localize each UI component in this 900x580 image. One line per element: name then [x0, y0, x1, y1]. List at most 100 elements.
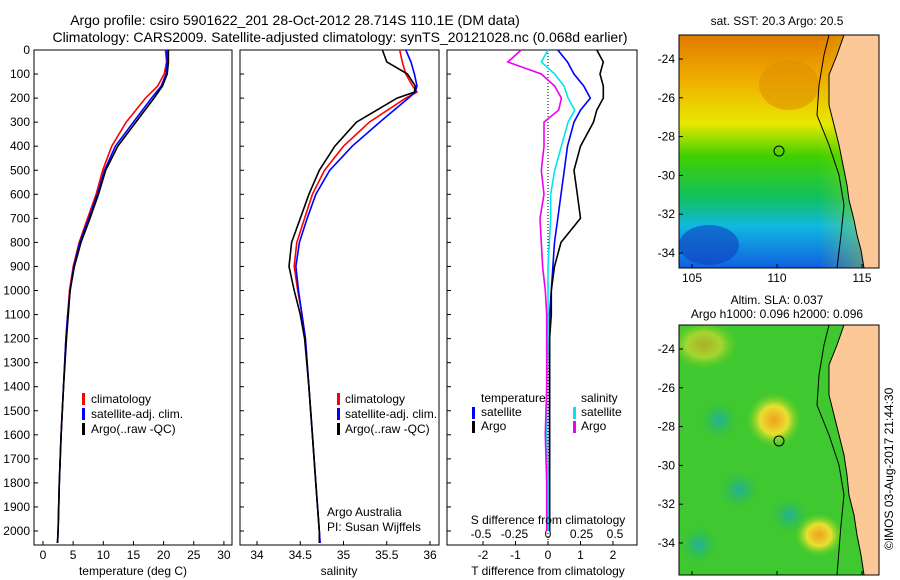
land: [829, 35, 879, 268]
svg-text:satellite-adj. clim.: satellite-adj. clim.: [345, 407, 437, 421]
depth-axis: 0 100 200 300 400 500 600 700 800 900 1000 1100 1200…: [3, 43, 451, 538]
series-line-t-argo: [548, 49, 605, 531]
map-y-tick-label: -32: [658, 207, 676, 221]
x-tick-label: 15: [127, 548, 141, 562]
series-line-argo: [56, 50, 170, 544]
sst-map: sat. SST: 20.3 Argo: 20.5: [679, 14, 879, 268]
depth-tick-label: 1300: [3, 356, 30, 370]
depth-tick-label: 1800: [3, 476, 30, 490]
map-y-tick-label: -24: [658, 342, 676, 356]
map-y-tick-label: -34: [658, 246, 676, 260]
x-tick-label: 35.5: [375, 548, 399, 562]
svg-text:temperature: temperature: [481, 391, 546, 405]
sst-map-title: sat. SST: 20.3 Argo: 20.5: [711, 14, 844, 28]
difference-axes: [446, 49, 638, 546]
svg-text:satellite: satellite: [481, 405, 522, 419]
x-tick-label: 34: [250, 548, 264, 562]
map-y-tick-label: -34: [658, 536, 676, 550]
legend-climatology: climatology: [91, 392, 151, 406]
map-y-tick-label: -24: [658, 52, 676, 66]
svg-text:satellite: satellite: [581, 405, 622, 419]
map-x-tick-label: 105: [682, 271, 702, 285]
legend-swatch-satellite: [82, 408, 85, 420]
series-line-t-satellite: [548, 49, 592, 531]
map-y-tick-label: -30: [658, 458, 676, 472]
series-line-climatology: [56, 49, 168, 544]
difference-plot: -2 -1 0 1 2 -0.5 -0.25 0 0.25 0.5: [471, 49, 624, 562]
svg-text:climatology: climatology: [345, 392, 405, 406]
sst-map-frame: [678, 34, 880, 269]
series-line-argo: [288, 49, 417, 543]
map-y-tick-label: -26: [658, 91, 676, 105]
salinity-axes: [239, 49, 440, 546]
s-tick-label: 0.5: [607, 527, 624, 541]
map-x-tick-label: 115: [852, 578, 871, 580]
map-y-tick-label: -32: [658, 497, 676, 511]
argo-location-marker: [773, 145, 785, 157]
credit-line1: Argo Australia: [327, 505, 402, 519]
depth-tick-label: 800: [10, 235, 30, 249]
legend-argo: Argo(..raw -QC): [91, 422, 176, 436]
x-tick-label: 20: [157, 548, 171, 562]
svg-text:Argo(..raw -QC): Argo(..raw -QC): [345, 422, 430, 436]
x-tick-label: 10: [97, 548, 111, 562]
depth-tick-label: 1100: [4, 308, 30, 322]
map-y-tick-label: -30: [658, 168, 676, 182]
s-tick-label: 0: [545, 527, 552, 541]
depth-tick-label: 1000: [3, 284, 30, 298]
map-y-tick-label: -28: [658, 130, 676, 144]
x-tick-label: 1: [577, 548, 584, 562]
tdiff-xlabel: T difference from climatology: [471, 564, 625, 578]
title-line2: Climatology: CARS2009. Satellite-adjuste…: [52, 29, 627, 45]
argo-location-marker: [773, 435, 785, 447]
salinity-legend: climatology satellite-adj. clim. Argo(..…: [327, 392, 437, 534]
svg-text:salinity: salinity: [581, 391, 618, 405]
depth-tick-label: 900: [10, 259, 30, 273]
sla-map-subtitle: Argo h1000: 0.096 h2000: 0.096: [691, 307, 863, 321]
isobath: [816, 35, 845, 268]
x-tick-label: -1: [510, 548, 521, 562]
temperature-xlabel: temperature (deg C): [79, 564, 187, 578]
x-tick-label: 5: [70, 548, 77, 562]
series-line-s-argo: [506, 49, 563, 531]
salinity-plot: 34 34.5 35 35.5 36: [250, 49, 437, 562]
depth-tick-label: 1700: [3, 452, 30, 466]
depth-tick-label: 400: [10, 139, 30, 153]
depth-tick-label: 100: [10, 67, 30, 81]
svg-text:Argo: Argo: [481, 419, 507, 433]
series-line-satellite-adj-clim-: [56, 49, 169, 544]
salinity-xlabel: salinity: [321, 564, 358, 578]
depth-tick-label: 1200: [3, 332, 30, 346]
map-x-tick-label: 110: [767, 271, 786, 285]
temperature-plot: 0 5 10 15 20 25 30: [40, 49, 231, 562]
depth-tick-label: 0: [23, 43, 30, 57]
depth-tick-label: 2000: [3, 524, 30, 538]
depth-tick-label: 200: [10, 91, 30, 105]
depth-tick-label: 500: [10, 163, 30, 177]
map-x-tick-label: 105: [682, 578, 702, 580]
depth-tick-label: 1600: [3, 428, 30, 442]
depth-tick-label: 1500: [3, 404, 30, 418]
legend-swatch-climatology: [82, 393, 85, 405]
x-tick-label: 2: [610, 548, 617, 562]
sla-map-frame: [678, 324, 880, 576]
x-tick-label: 0: [40, 548, 47, 562]
depth-tick-label: 1400: [3, 380, 30, 394]
map-axes: 105 110 115 -24 -26 -28 -30 -32 -34 105 110 115 -24 -…: [658, 52, 872, 580]
x-tick-label: 0: [545, 548, 552, 562]
sla-map-title: Altim. SLA: 0.037: [731, 293, 824, 307]
depth-tick-label: 600: [10, 187, 30, 201]
x-tick-label: 34.5: [289, 548, 313, 562]
map-x-tick-label: 115: [852, 271, 871, 285]
s-tick-label: -0.5: [471, 527, 492, 541]
s-tick-label: -0.25: [501, 527, 529, 541]
x-tick-label: 30: [217, 548, 231, 562]
sdiff-xlabel: S difference from climatology: [471, 513, 626, 527]
depth-tick-label: 300: [10, 115, 30, 129]
x-tick-label: 36: [423, 548, 437, 562]
temperature-legend: climatology satellite-adj. clim. Argo(..…: [82, 392, 183, 436]
depth-tick-label: 700: [10, 211, 30, 225]
temperature-axes: [33, 49, 233, 546]
imos-stamp: ©IMOS 03-Aug-2017 21:44:30: [882, 387, 896, 550]
